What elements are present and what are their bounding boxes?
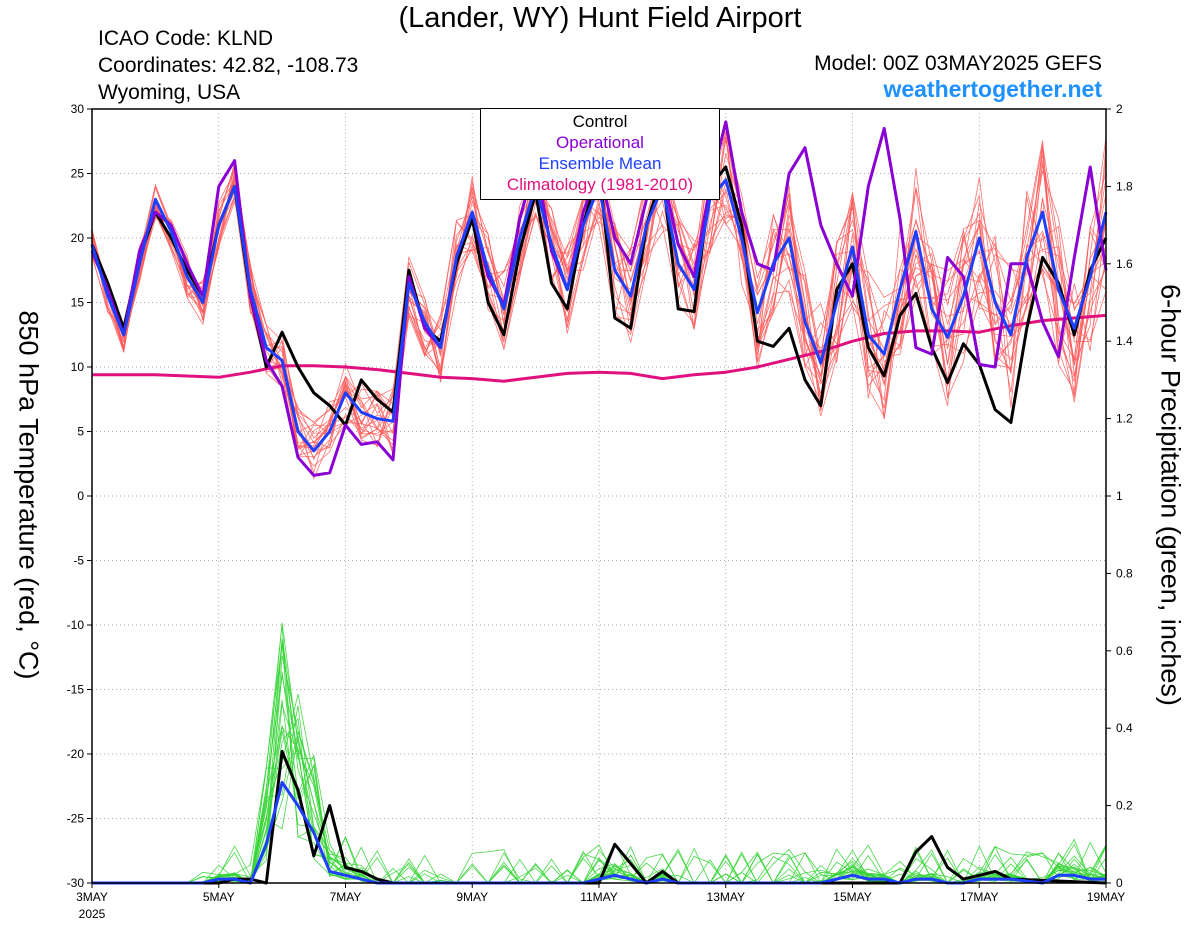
legend-ensemble-mean: Ensemble Mean xyxy=(538,154,662,173)
site-link[interactable]: weathertogether.net xyxy=(883,76,1102,102)
precip-member-line xyxy=(92,643,1107,884)
x-tick-label: 11MAY xyxy=(580,890,618,904)
y-tick-label: 10 xyxy=(71,360,85,374)
y-tick-label: 25 xyxy=(71,167,85,181)
x-tick-label: 15MAY xyxy=(833,890,871,904)
y-axis-label-right: 6-hour Precipitation (green, inches) xyxy=(1155,284,1186,706)
region: Wyoming, USA xyxy=(98,81,241,104)
y-tick-label: 15 xyxy=(71,296,85,310)
y-tick-label: -25 xyxy=(67,812,85,826)
legend-control: Control xyxy=(572,112,628,131)
legend: Control Operational Ensemble Mean Climat… xyxy=(480,108,720,200)
x-tick-label: 17MAY xyxy=(960,890,998,904)
y-tick-label: -15 xyxy=(67,683,85,697)
y2-tick-label: 0 xyxy=(1116,876,1123,890)
y-tick-label: 0 xyxy=(77,489,84,503)
x-tick-label: 5MAY xyxy=(203,890,235,904)
y2-tick-label: 2 xyxy=(1116,102,1123,116)
precip-member-line xyxy=(92,643,1107,884)
x-tick-sublabel: 2025 xyxy=(79,907,106,921)
y2-tick-label: 0.6 xyxy=(1116,644,1133,658)
precip-member-line xyxy=(92,699,1107,884)
y-tick-label: 30 xyxy=(71,102,85,116)
precip-member-line xyxy=(92,638,1107,884)
y2-tick-label: 0.4 xyxy=(1116,721,1133,735)
y-tick-label: 5 xyxy=(77,425,84,439)
icao-code: ICAO Code: KLND xyxy=(98,27,274,50)
model-run: Model: 00Z 03MAY2025 GEFS xyxy=(814,52,1102,75)
precip-member-line xyxy=(92,705,1107,884)
y2-tick-label: 0.8 xyxy=(1116,566,1133,580)
x-tick-label: 3MAY xyxy=(76,890,108,904)
precip-member-line xyxy=(92,704,1107,884)
x-tick-label: 19MAY xyxy=(1087,890,1125,904)
coordinates: Coordinates: 42.82, -108.73 xyxy=(98,54,359,77)
x-tick-label: 13MAY xyxy=(707,890,745,904)
y2-tick-label: 1.4 xyxy=(1116,334,1133,348)
precip-member-line xyxy=(92,694,1107,885)
y-tick-label: -30 xyxy=(67,876,85,890)
y2-tick-label: 0.2 xyxy=(1116,799,1133,813)
chart-title: (Lander, WY) Hunt Field Airport xyxy=(398,2,802,34)
x-tick-label: 9MAY xyxy=(456,890,488,904)
y-tick-label: 20 xyxy=(71,231,85,245)
y2-tick-label: 1 xyxy=(1116,489,1123,503)
x-tick-label: 7MAY xyxy=(330,890,362,904)
precip-member-line xyxy=(92,676,1107,884)
y-tick-label: -10 xyxy=(67,618,85,632)
legend-climatology: Climatology (1981-2010) xyxy=(506,175,694,194)
legend-operational: Operational xyxy=(556,133,644,152)
y2-tick-label: 1.8 xyxy=(1116,179,1133,193)
y-axis-label-left: 850 hPa Temperature (red, °C) xyxy=(13,310,44,680)
axis-ticks: -30-25-20-15-10-505101520253000.20.40.60… xyxy=(67,102,1133,921)
y2-tick-label: 1.6 xyxy=(1116,257,1133,271)
y2-tick-label: 1.2 xyxy=(1116,412,1133,426)
y-tick-label: -5 xyxy=(73,554,84,568)
y-tick-label: -20 xyxy=(67,747,85,761)
